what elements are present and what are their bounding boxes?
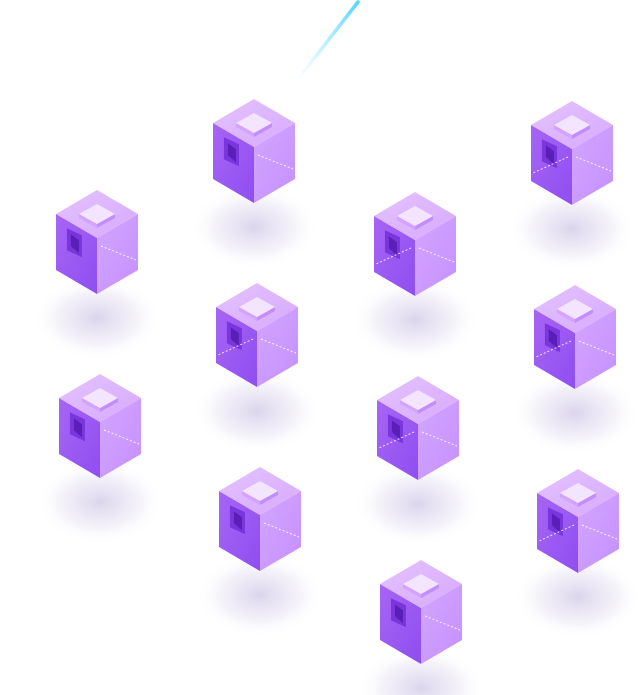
cube-dashed-connector [375, 247, 412, 265]
isometric-cube-icon [59, 374, 141, 478]
cube-dashed-connector [217, 338, 254, 356]
cube-dashed-connector [535, 340, 572, 358]
cube-right-face [421, 584, 462, 664]
cube-top-cap [554, 115, 590, 139]
cube-right-face [260, 491, 301, 571]
cube-port-icon [541, 139, 557, 169]
cube-top-cap [79, 204, 115, 228]
cube-top-cap [557, 299, 593, 323]
cube-top-cap [242, 481, 278, 505]
isometric-cube-icon [56, 190, 138, 294]
cube-right-face [257, 307, 298, 387]
cube-right-face [100, 398, 141, 478]
cube-port-icon [384, 230, 400, 260]
cube-right-face [418, 400, 459, 480]
cube-port-icon [229, 505, 245, 535]
cube-top-cap [82, 388, 118, 412]
cube-right-face [254, 123, 295, 203]
cube-top-cap [397, 206, 433, 230]
cube-port-icon [547, 507, 563, 537]
cube-top-cap [403, 574, 439, 598]
cube-top-cap [400, 390, 436, 414]
cube-port-icon [387, 414, 403, 444]
cube-dashed-connector [538, 524, 575, 542]
isometric-cube-icon [537, 469, 619, 573]
cube-top-cap [560, 483, 596, 507]
cube-port-icon [66, 228, 82, 258]
cube-right-face [578, 493, 619, 573]
cube-port-icon [544, 323, 560, 353]
isometric-cube-icon [380, 560, 462, 664]
isometric-cube-icon [374, 192, 456, 296]
cube-dashed-connector [532, 156, 569, 174]
cube-port-icon [390, 598, 406, 628]
isometric-cube-icon [377, 376, 459, 480]
cube-right-face [575, 309, 616, 389]
cube-port-icon [226, 321, 242, 351]
isometric-cube-icon [216, 283, 298, 387]
cube-top-cap [236, 113, 272, 137]
cube-dashed-connector [378, 431, 415, 449]
cube-right-face [97, 214, 138, 294]
isometric-cube-icon [213, 99, 295, 203]
isometric-cube-icon [219, 467, 301, 571]
cube-right-face [572, 125, 613, 205]
isometric-cube-icon [534, 285, 616, 389]
cube-port-icon [69, 412, 85, 442]
cube-top-cap [239, 297, 275, 321]
cube-port-icon [223, 137, 239, 167]
cube-right-face [415, 216, 456, 296]
isometric-cube-icon [531, 101, 613, 205]
